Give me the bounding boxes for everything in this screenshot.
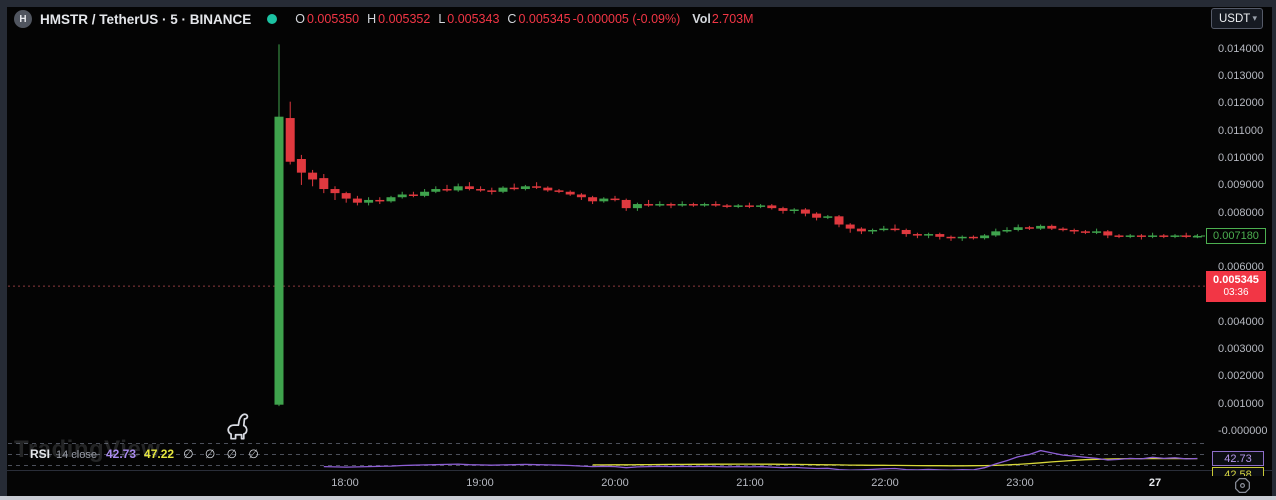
time-tick: 18:00 — [331, 477, 359, 489]
chart-background — [7, 7, 1272, 496]
bar-countdown: 03:36 — [1223, 287, 1249, 298]
symbol-title[interactable]: HMSTR / TetherUS · 5 · BINANCE — [40, 11, 252, 27]
rsi-empty-values: ∅ ∅ ∅ ∅ — [183, 447, 263, 461]
high-value: 0.005352 — [378, 12, 431, 26]
time-tick: 23:00 — [1006, 477, 1034, 489]
rsi-ma-line — [592, 457, 1198, 467]
time-tick: 21:00 — [736, 477, 764, 489]
symbol-logo: H — [14, 10, 32, 28]
alert-price-label: 0.007180 — [1206, 228, 1266, 244]
time-tick: 20:00 — [601, 477, 629, 489]
open-value: 0.005350 — [307, 12, 360, 26]
rsi-ma-axis-label: 42.58 — [1212, 467, 1264, 476]
price-scale[interactable]: 0.014000 0.013000 0.012000 0.011000 0.010000… — [1212, 30, 1272, 470]
price-tick: 0.009000 — [1218, 179, 1264, 192]
price-tick: 0.004000 — [1218, 315, 1264, 328]
rsi-params: 14 close — [56, 449, 97, 461]
time-tick: 19:00 — [466, 477, 494, 489]
last-price-value: 0.005345 — [1213, 274, 1259, 286]
rsi-axis-label: 42.73 — [1212, 451, 1264, 466]
price-tick: 0.001000 — [1218, 397, 1264, 410]
close-value: 0.005345 — [518, 12, 571, 26]
rsi-value: 42.73 — [106, 447, 137, 461]
price-tick: 0.002000 — [1218, 370, 1264, 383]
open-label: O — [295, 12, 305, 26]
price-tick: 0.012000 — [1218, 97, 1264, 110]
high-label: H — [367, 12, 377, 26]
price-tick: -0.000000 — [1218, 425, 1268, 437]
time-scale[interactable]: 18:00 19:00 20:00 21:00 22:00 23:00 27 — [7, 470, 1272, 496]
rsi-ma-value: 47.22 — [144, 447, 175, 461]
rsi-title[interactable]: RSI — [30, 447, 51, 461]
price-tick: 0.010000 — [1218, 152, 1264, 164]
low-value: 0.005343 — [447, 12, 500, 26]
dinosaur-cursor-icon — [227, 413, 249, 440]
volume-value: 2.703M — [711, 12, 754, 26]
currency-dropdown[interactable]: USDT ▾ — [1211, 8, 1263, 29]
candles — [274, 44, 1202, 407]
time-tick: 27 — [1148, 477, 1162, 489]
currency-dropdown-label: USDT — [1219, 12, 1251, 25]
scale-settings-icon[interactable] — [1233, 476, 1252, 495]
price-tick: 0.003000 — [1218, 343, 1264, 356]
low-label: L — [438, 12, 446, 26]
price-tick: 0.006000 — [1218, 261, 1264, 274]
change-value: -0.000005 (-0.09%) — [572, 12, 681, 26]
price-tick: 0.013000 — [1218, 70, 1264, 83]
market-status-icon — [267, 14, 278, 24]
volume-label: Vol — [692, 12, 711, 26]
rsi-legend[interactable]: RSI 14 close 42.73 47.22 ∅ ∅ ∅ ∅ — [30, 447, 263, 461]
time-tick: 22:00 — [871, 477, 899, 489]
close-label: C — [507, 12, 517, 26]
price-tick: 0.008000 — [1218, 206, 1264, 219]
chart-legend: H HMSTR / TetherUS · 5 · BINANCE O 0.005… — [14, 9, 754, 29]
rsi-ma-axis-label-clip: 42.58 — [1212, 467, 1266, 476]
window-bottom-edge — [0, 496, 1276, 500]
rsi-line — [323, 449, 1198, 471]
price-tick: 0.011000 — [1218, 124, 1264, 137]
tradingview-watermark: TradingView — [14, 436, 161, 463]
last-price-label: 0.005345 03:36 — [1206, 271, 1266, 302]
price-tick: 0.014000 — [1218, 42, 1264, 55]
chevron-down-icon: ▾ — [1252, 13, 1257, 23]
